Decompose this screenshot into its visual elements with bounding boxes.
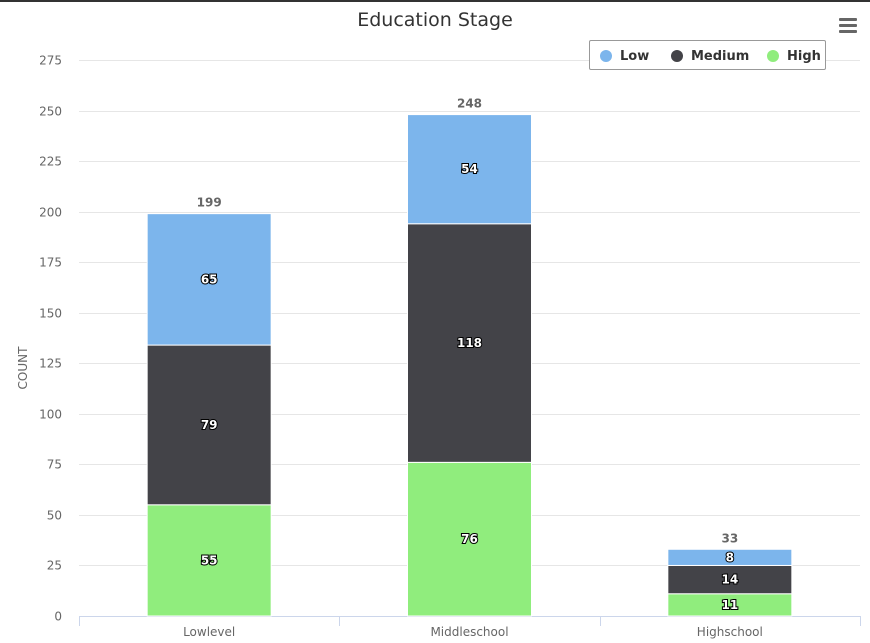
data-label: 55 [201,553,218,567]
y-tick-label: 100 [39,408,62,422]
legend-label-low: Low [620,48,650,64]
hamburger-menu-icon[interactable] [834,14,862,38]
legend-symbol-medium [671,50,683,62]
y-tick-label: 50 [47,509,62,523]
legend-item-medium[interactable]: Medium [671,48,749,64]
data-label: 54 [461,162,478,176]
bar-low [146,213,272,346]
data-label: 79 [201,418,218,432]
data-label: 11 [721,598,738,612]
stack-total-label: 33 [721,531,738,545]
data-label: 8 [726,550,734,564]
y-tick-label: 250 [39,105,62,119]
x-tick-label: Lowlevel [183,625,235,639]
x-tick-label: Middleschool [430,625,508,639]
bar-medium [146,344,272,506]
legend-label-high: High [787,48,821,64]
y-tick-label: 0 [54,610,62,624]
y-tick-label: 275 [39,54,62,68]
y-tick-label: 200 [39,206,62,220]
y-tick-label: 75 [47,458,62,472]
data-label: 118 [457,336,482,350]
bar-high [407,461,532,617]
data-label: 76 [461,532,478,546]
bar-low [667,548,793,566]
bar-low [407,114,532,225]
y-tick-label: 25 [47,559,62,573]
data-label: 65 [201,272,218,286]
bar-medium [407,223,532,463]
stack-total-label: 248 [457,97,482,111]
data-label: 14 [721,573,738,587]
y-tick-label: 175 [39,256,62,270]
x-tick-label: Highschool [697,625,763,639]
y-tick-label: 125 [39,357,62,371]
menu-line [839,24,857,27]
legend-symbol-low [600,50,612,62]
y-axis-title: COUNT [16,346,30,390]
menu-line [839,30,857,33]
legend: Low Medium High [589,40,826,70]
stack-total-label: 199 [197,196,222,210]
y-tick-label: 150 [39,307,62,321]
top-border [0,0,870,2]
chart-title: Education Stage [357,9,513,31]
menu-line [839,18,857,21]
legend-item-high[interactable]: High [767,48,821,64]
y-tick-label: 225 [39,155,62,169]
bar-medium [667,564,793,595]
legend-label-medium: Medium [691,48,750,64]
legend-item-low[interactable]: Low [600,48,649,64]
legend-symbol-high [767,50,779,62]
